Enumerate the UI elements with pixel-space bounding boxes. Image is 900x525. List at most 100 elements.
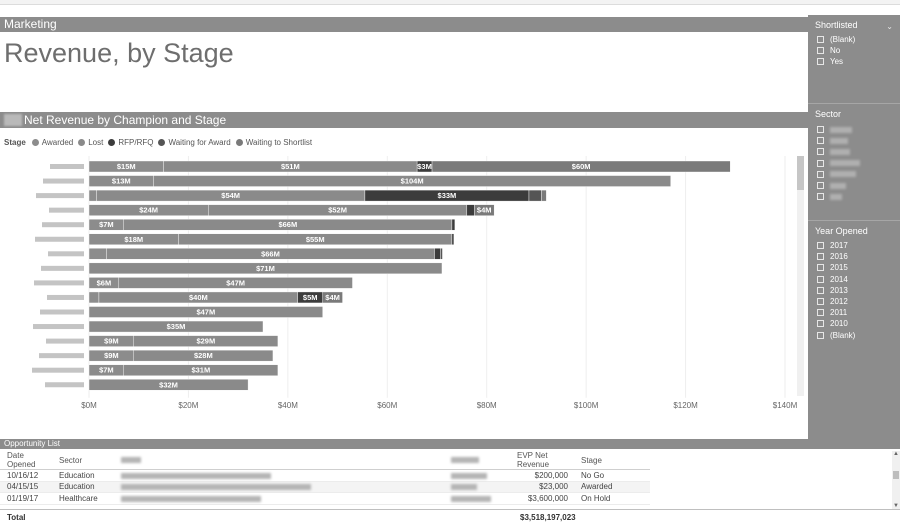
- column-header[interactable]: EVP Net Revenue: [510, 451, 574, 470]
- column-header[interactable]: Date Opened: [0, 451, 52, 470]
- checkbox[interactable]: [817, 182, 824, 190]
- table-scrollbar-thumb[interactable]: [893, 471, 899, 479]
- bar-segment[interactable]: [88, 306, 323, 318]
- checkbox[interactable]: [817, 148, 824, 156]
- slicer-option[interactable]: 2011: [808, 307, 900, 318]
- slicer-option[interactable]: [808, 191, 900, 202]
- revenue-bar-chart: $0M $20M $40M $60M $80M $100M $120M $140M $15M $5…: [32, 156, 798, 410]
- cell-sector: Education: [52, 481, 114, 493]
- column-header[interactable]: Stage: [574, 451, 650, 470]
- checkbox[interactable]: [817, 170, 824, 178]
- checkbox[interactable]: [817, 36, 824, 44]
- checkbox[interactable]: [817, 193, 824, 201]
- page-title: Revenue, by Stage: [4, 38, 234, 68]
- bar-segment[interactable]: [88, 320, 264, 333]
- checkbox[interactable]: [817, 242, 824, 250]
- cell-date: 04/15/15: [0, 481, 52, 493]
- bar-segment[interactable]: [88, 189, 97, 202]
- bar-segment[interactable]: [88, 248, 107, 260]
- data-label: $71M: [256, 264, 275, 273]
- data-label: $4M: [325, 293, 340, 302]
- slicer-option[interactable]: [808, 180, 900, 191]
- slicer-option[interactable]: No: [808, 45, 900, 56]
- legend-dot-icon: [158, 138, 166, 146]
- checkbox[interactable]: [817, 298, 824, 306]
- slicer-option[interactable]: [808, 146, 900, 157]
- slicer-option[interactable]: 2014: [808, 274, 900, 285]
- checkbox[interactable]: [817, 331, 824, 339]
- bar-segment[interactable]: [322, 291, 343, 304]
- checkbox[interactable]: [817, 309, 824, 317]
- category-label: [33, 324, 84, 330]
- column-header[interactable]: [444, 451, 510, 470]
- checkbox[interactable]: [817, 264, 824, 272]
- bar-segment[interactable]: [133, 349, 274, 362]
- filter-panel: Shortlisted ⌄ (Blank) No Yes Sector Year…: [808, 15, 900, 439]
- checkbox[interactable]: [817, 275, 824, 283]
- slicer-option[interactable]: 2016: [808, 251, 900, 262]
- legend-dot-icon: [108, 138, 116, 146]
- x-tick-label: $100M: [574, 401, 599, 410]
- column-header[interactable]: Sector: [52, 451, 114, 470]
- legend-item-waiting-shortlist[interactable]: Waiting to Shortlist: [235, 138, 312, 147]
- slicer-option[interactable]: (Blank): [808, 330, 900, 341]
- table-row[interactable]: 01/19/17 Healthcare $3,600,000 On Hold: [0, 492, 650, 505]
- bar-segment[interactable]: [451, 233, 455, 245]
- bar-segment[interactable]: [440, 248, 443, 260]
- bar-segment[interactable]: [133, 335, 279, 347]
- slicer-option[interactable]: [808, 169, 900, 180]
- checkbox[interactable]: [817, 320, 824, 328]
- slicer-option[interactable]: [808, 124, 900, 135]
- chart-scrollbar[interactable]: [797, 156, 804, 396]
- bar-segment[interactable]: [541, 189, 547, 202]
- legend-item-awarded[interactable]: Awarded: [31, 138, 73, 147]
- total-value: $3,518,197,023: [520, 513, 576, 522]
- bar-segment[interactable]: [153, 175, 671, 187]
- legend-item-waiting-award[interactable]: Waiting for Award: [158, 138, 231, 147]
- legend-item-lost[interactable]: Lost: [78, 138, 103, 147]
- scroll-down-icon[interactable]: ▼: [893, 503, 899, 509]
- section-header: Marketing: [0, 17, 808, 32]
- slicer-option[interactable]: Yes: [808, 56, 900, 67]
- slicer-option[interactable]: (Blank): [808, 34, 900, 45]
- slicer-option[interactable]: 2015: [808, 262, 900, 273]
- bar-segment[interactable]: [528, 189, 542, 202]
- bar-segment[interactable]: [431, 160, 731, 173]
- slicer-option[interactable]: [808, 158, 900, 169]
- bar-segment[interactable]: [123, 364, 279, 376]
- total-label: Total: [7, 513, 26, 522]
- checkbox[interactable]: [817, 159, 824, 167]
- data-label: $24M: [139, 206, 158, 215]
- cell-name: [114, 492, 444, 505]
- slicer-option[interactable]: 2013: [808, 285, 900, 296]
- bar-segment[interactable]: [88, 262, 443, 275]
- bar-segment[interactable]: [434, 248, 441, 260]
- checkbox[interactable]: [817, 58, 824, 66]
- blurred-text: [830, 137, 848, 144]
- chevron-down-icon[interactable]: ⌄: [886, 22, 893, 31]
- bar-segment[interactable]: [88, 291, 100, 304]
- data-label: $28M: [194, 351, 213, 360]
- legend-dot-icon: [31, 138, 39, 146]
- bar-segment[interactable]: [451, 218, 456, 231]
- checkbox[interactable]: [817, 47, 824, 55]
- scroll-up-icon[interactable]: ▲: [893, 451, 899, 457]
- bar-segment[interactable]: [474, 204, 495, 216]
- legend-item-rfp[interactable]: RFP/RFQ: [108, 138, 153, 147]
- slicer-option[interactable]: [808, 135, 900, 146]
- bar-segment[interactable]: [88, 379, 249, 391]
- chart-scrollbar-thumb[interactable]: [797, 156, 804, 190]
- bar-segment[interactable]: [466, 204, 475, 216]
- table-row[interactable]: 10/16/12 Education $200,000 No Go: [0, 469, 650, 482]
- table-row[interactable]: 04/15/15 Education $23,000 Awarded: [0, 481, 650, 493]
- bar-segment[interactable]: [118, 277, 353, 289]
- table-scrollbar[interactable]: ▲ ▼: [892, 451, 900, 509]
- slicer-option[interactable]: 2017: [808, 240, 900, 251]
- slicer-option[interactable]: 2012: [808, 296, 900, 307]
- checkbox[interactable]: [817, 126, 824, 134]
- column-header[interactable]: [114, 451, 444, 470]
- checkbox[interactable]: [817, 253, 824, 261]
- checkbox[interactable]: [817, 137, 824, 145]
- checkbox[interactable]: [817, 286, 824, 294]
- slicer-option[interactable]: 2010: [808, 318, 900, 329]
